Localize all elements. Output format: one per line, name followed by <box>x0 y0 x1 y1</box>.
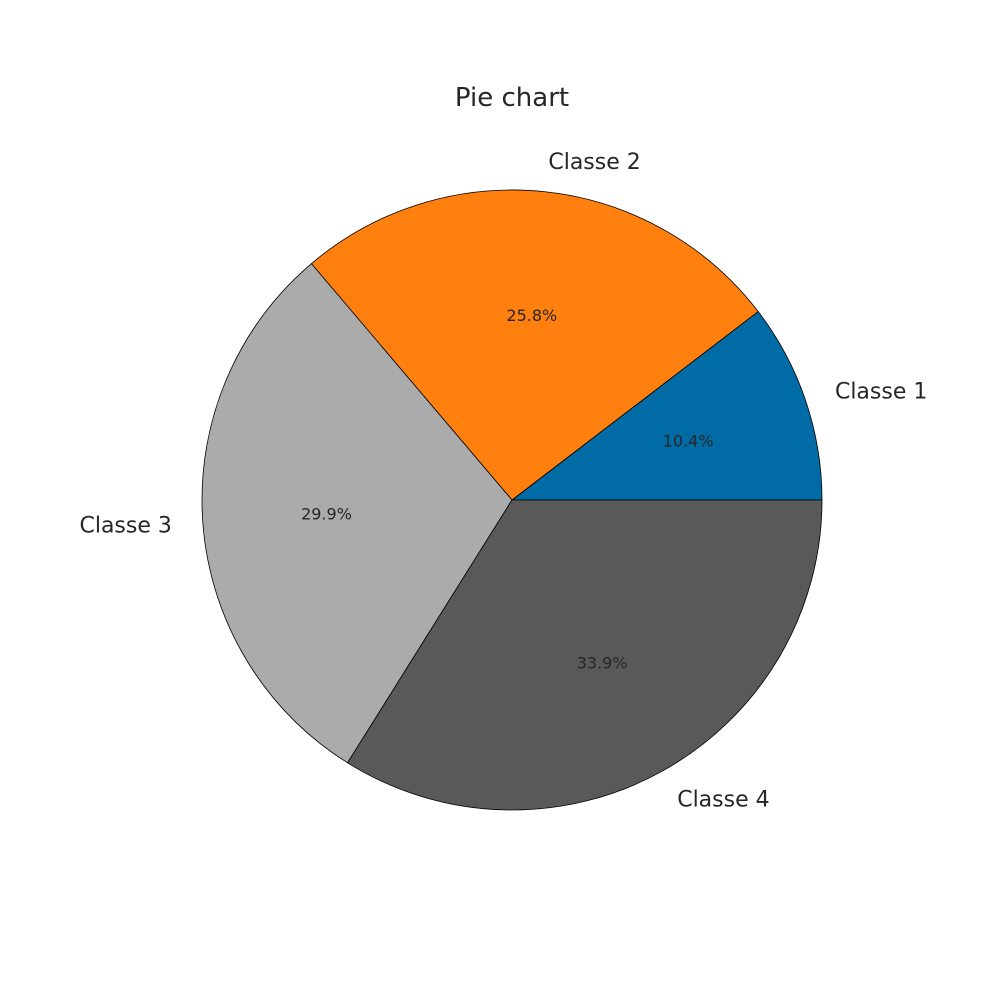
pie-labels: Classe 1 10.4% Classe 2 25.8% Classe 3 29.9% C… <box>79 150 927 812</box>
slice-label-classe-2: Classe 2 <box>548 150 640 175</box>
pie-slice-classe-3 <box>201 263 513 764</box>
slice-label-classe-3: Classe 3 <box>79 514 171 539</box>
slice-percent-classe-4: 33.9% <box>577 654 628 673</box>
chart-title: Pie chart <box>455 83 569 113</box>
slice-label-classe-1: Classe 1 <box>835 380 927 405</box>
slice-label-classe-4: Classe 4 <box>677 787 769 812</box>
pie-slice-classe-4 <box>346 499 823 811</box>
pie-slices <box>201 189 823 811</box>
slice-percent-classe-1: 10.4% <box>663 431 714 450</box>
pie-slice-classe-1 <box>510 310 823 501</box>
slice-percent-classe-3: 29.9% <box>301 504 352 523</box>
pie-slice-classe-2 <box>310 189 759 501</box>
slice-percent-classe-2: 25.8% <box>506 306 557 325</box>
